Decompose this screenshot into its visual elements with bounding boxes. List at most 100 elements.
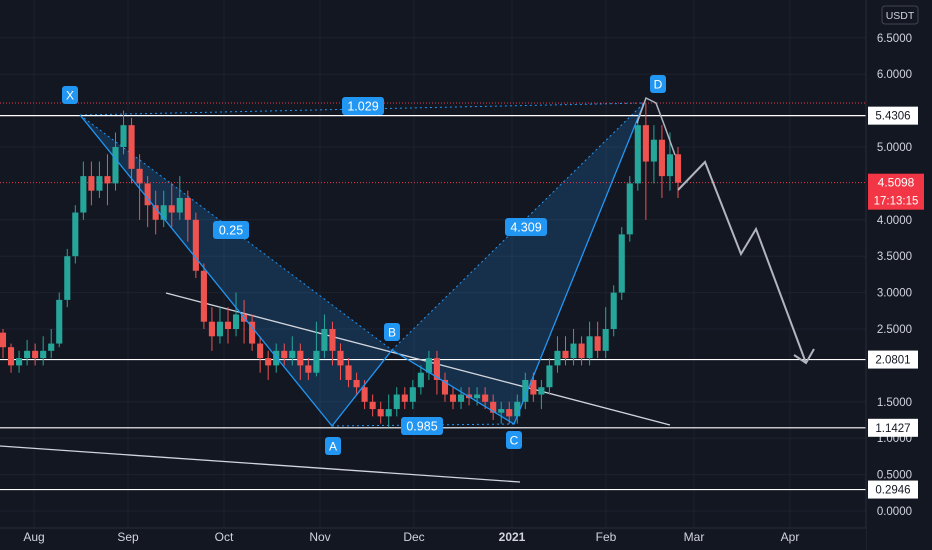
candle-body <box>361 387 368 402</box>
xab-triangle-fill <box>80 115 392 426</box>
pattern-point-badge <box>384 323 400 341</box>
time-axis[interactable] <box>0 528 866 550</box>
time-tick-label: Apr <box>781 530 800 544</box>
candle-body <box>353 379 360 388</box>
candle-body <box>112 147 119 184</box>
candle-body <box>224 321 232 329</box>
pattern-point-label-b: B <box>388 326 396 340</box>
candle-body <box>7 347 15 366</box>
candle-body <box>128 125 135 169</box>
candle-body <box>152 205 159 220</box>
candle-body <box>208 321 215 337</box>
time-tick-label: Mar <box>684 530 705 544</box>
price-tick-label: 3.5000 <box>877 251 912 263</box>
candle-body <box>136 168 143 184</box>
candle-body <box>474 394 481 399</box>
projection-arrow-head <box>793 348 815 365</box>
candle-body <box>232 314 240 329</box>
ratio-badge <box>401 417 443 435</box>
level-price-label: 5.4306 <box>875 111 910 123</box>
candle-body <box>490 401 497 413</box>
time-tick-label: Dec <box>403 530 424 544</box>
candle-body <box>313 350 320 373</box>
price-tick-label: 0.0000 <box>877 506 912 518</box>
bcd-triangle-fill <box>392 103 644 424</box>
time-tick-label: Oct <box>215 530 234 544</box>
xabcd-pattern-legs[interactable] <box>79 102 645 428</box>
candle-body <box>104 176 111 184</box>
candle-body <box>514 401 521 417</box>
price-tick-label: 1.5000 <box>877 397 912 409</box>
pattern-point-badge <box>62 86 78 104</box>
candle-body <box>120 125 127 147</box>
candle-body <box>321 329 328 351</box>
candle-body <box>369 401 376 410</box>
time-tick-label: 2021 <box>499 530 526 544</box>
price-tick-label: 3.0000 <box>877 288 912 300</box>
candle-body <box>192 219 199 271</box>
descending-trendline[interactable] <box>165 292 671 426</box>
price-axis[interactable] <box>866 0 932 550</box>
candle-body <box>666 154 674 177</box>
pattern-point-label-a: A <box>329 440 337 454</box>
level-price-tag <box>868 418 918 437</box>
pattern-point-badge <box>325 437 341 455</box>
candle-body <box>674 154 682 183</box>
candle-body <box>449 394 457 402</box>
candle-body <box>634 125 641 184</box>
candle-body <box>249 321 256 344</box>
currency-badge[interactable] <box>881 5 919 25</box>
price-tick-label: 6.0000 <box>877 69 912 81</box>
candle-body <box>506 409 513 417</box>
candle-body <box>409 387 416 402</box>
candle-body <box>305 365 312 373</box>
candle-body <box>417 372 424 388</box>
time-tick-label: Sep <box>117 530 139 544</box>
price-tick-label: 0.5000 <box>877 470 912 482</box>
lower-trendline[interactable] <box>0 445 521 483</box>
ratio-badge <box>505 218 547 236</box>
candle-body <box>64 256 71 300</box>
candle-body <box>168 205 175 213</box>
candle-body <box>24 350 31 359</box>
pattern-point-badge <box>506 431 522 449</box>
xd-ratio-line <box>79 102 645 116</box>
candle-body <box>618 234 625 293</box>
candle-body <box>602 329 609 351</box>
candle-body <box>88 176 95 191</box>
candle-body <box>257 343 264 359</box>
candle-body <box>578 343 585 359</box>
candle-countdown-label: 17:13:15 <box>874 196 919 208</box>
level-price-label: 1.1427 <box>875 423 910 435</box>
candle-body <box>144 183 151 206</box>
price-tick-label: 2.5000 <box>877 324 912 336</box>
level-price-label: 0.2946 <box>875 485 910 497</box>
candle-body <box>642 125 649 162</box>
candle-body <box>610 292 617 329</box>
candle-body <box>265 358 272 366</box>
pattern-point-label-x: X <box>66 89 74 103</box>
currency-label: USDT <box>886 10 915 22</box>
projection-path[interactable] <box>677 160 807 364</box>
time-tick-label: Feb <box>596 530 617 544</box>
ratio-badge <box>213 221 249 239</box>
candle-body <box>594 336 601 351</box>
level-price-tag <box>868 106 918 125</box>
candle-body <box>457 394 465 402</box>
current-price-label: 4.5098 <box>878 176 915 190</box>
candle-body <box>0 332 7 348</box>
candle-body <box>281 350 288 359</box>
candle-body <box>72 212 79 257</box>
candle-body <box>401 394 408 402</box>
candle-body <box>441 379 449 395</box>
candle-body <box>289 350 296 359</box>
candle-body <box>562 350 569 359</box>
ratio-label: 0.25 <box>219 224 243 238</box>
candle-body <box>482 394 489 402</box>
pattern-point-badge <box>650 75 666 93</box>
candle-body <box>586 336 593 359</box>
time-tick-label: Aug <box>23 530 44 544</box>
candle-body <box>546 365 553 388</box>
